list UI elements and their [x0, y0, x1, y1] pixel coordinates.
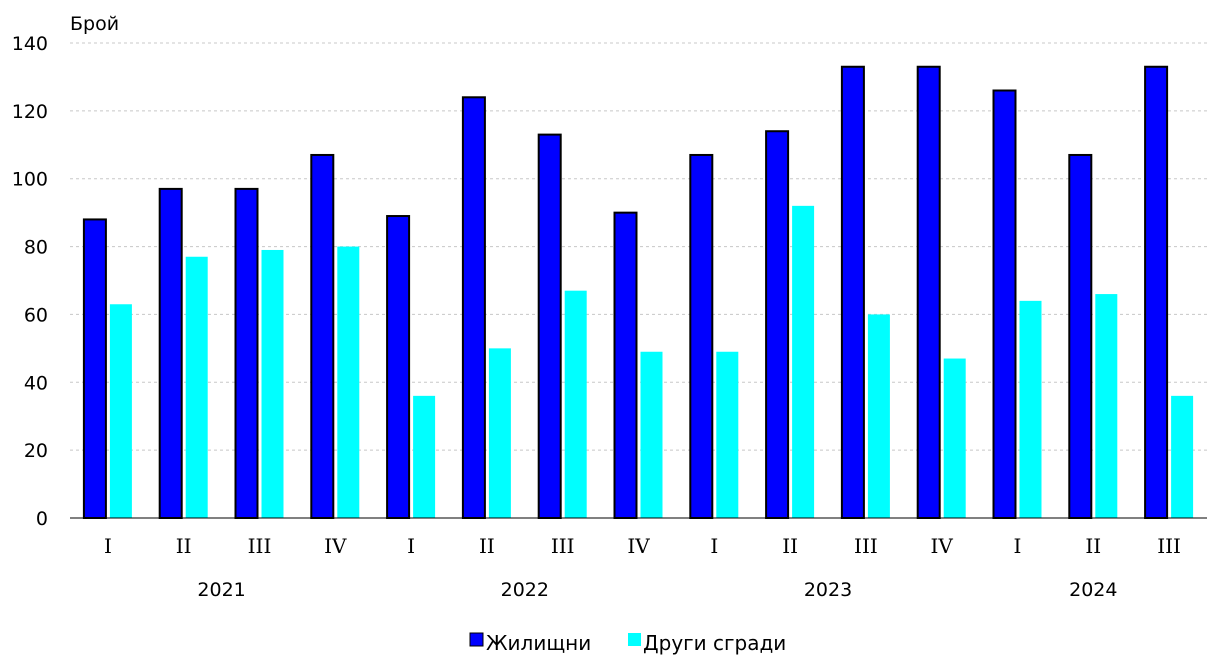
bar-residential [158, 187, 183, 519]
bar-residential [689, 153, 714, 519]
y-tick-label: 0 [36, 508, 48, 530]
bars [82, 65, 1194, 520]
bar-residential [613, 211, 638, 519]
year-label: 2024 [1069, 579, 1117, 601]
bar-residential [234, 187, 259, 519]
bar-other-buildings [337, 246, 360, 519]
y-tick-label: 60 [24, 304, 48, 326]
bar-other-buildings [1171, 395, 1194, 518]
legend-swatch-other-buildings [628, 633, 641, 646]
x-tick-label: II [1085, 534, 1101, 558]
bar-other-buildings [1095, 294, 1118, 518]
y-tick-label: 20 [24, 440, 48, 462]
x-tick-label: IV [627, 534, 650, 558]
bar-other-buildings [413, 395, 436, 518]
bar-other-buildings [1019, 300, 1042, 518]
bar-residential [916, 65, 941, 519]
x-tick-label: III [854, 534, 878, 558]
x-tick-label: III [248, 534, 272, 558]
bar-residential [82, 218, 107, 520]
year-labels: 2021 2022 2023 2024 [197, 579, 1117, 601]
legend-label-other-buildings: Други сгради [643, 631, 786, 655]
y-tick-label: 120 [12, 101, 48, 123]
x-tick-label: II [782, 534, 798, 558]
x-tick-label: III [551, 534, 575, 558]
bar-other-buildings [488, 348, 511, 518]
x-tick-label: I [710, 534, 718, 558]
bar-other-buildings [564, 290, 587, 518]
bar-other-buildings [792, 205, 815, 518]
bar-residential [386, 215, 411, 520]
x-tick-label: II [176, 534, 192, 558]
bar-residential [840, 65, 865, 519]
bar-other-buildings [716, 351, 739, 518]
y-tick-label: 100 [12, 169, 48, 191]
bar-other-buildings [943, 358, 966, 518]
y-tick-label: 140 [12, 33, 48, 55]
bar-other-buildings [640, 351, 663, 518]
legend-swatch-residential [469, 632, 484, 647]
bar-residential [1068, 153, 1093, 519]
bar-residential [310, 153, 335, 519]
bar-residential [992, 89, 1017, 519]
x-tick-label: II [479, 534, 495, 558]
x-tick-label: IV [931, 534, 954, 558]
bar-other-buildings [109, 304, 132, 518]
bar-residential [1144, 65, 1169, 519]
legend: Жилищни Други сгради [469, 631, 786, 655]
y-tick-label: 40 [24, 372, 48, 394]
x-axis-ticks: I II III IV I II III IV I II III IV I II III [104, 534, 1181, 558]
bar-residential [537, 133, 562, 519]
x-tick-label: I [407, 534, 415, 558]
year-label: 2023 [804, 579, 852, 601]
year-label: 2021 [197, 579, 245, 601]
x-tick-label: I [104, 534, 112, 558]
y-tick-label: 80 [24, 237, 48, 259]
y-axis-ticks: 0 20 40 60 80 100 120 140 [12, 33, 48, 530]
bar-other-buildings [867, 314, 890, 518]
bar-residential [461, 96, 486, 520]
x-tick-label: I [1014, 534, 1022, 558]
y-axis-label: Брой [70, 13, 119, 35]
bar-other-buildings [185, 256, 208, 518]
year-label: 2022 [501, 579, 549, 601]
bar-other-buildings [261, 249, 284, 518]
bar-residential [765, 130, 790, 519]
x-tick-label: III [1157, 534, 1181, 558]
x-tick-label: IV [324, 534, 347, 558]
legend-label-residential: Жилищни [486, 631, 591, 655]
